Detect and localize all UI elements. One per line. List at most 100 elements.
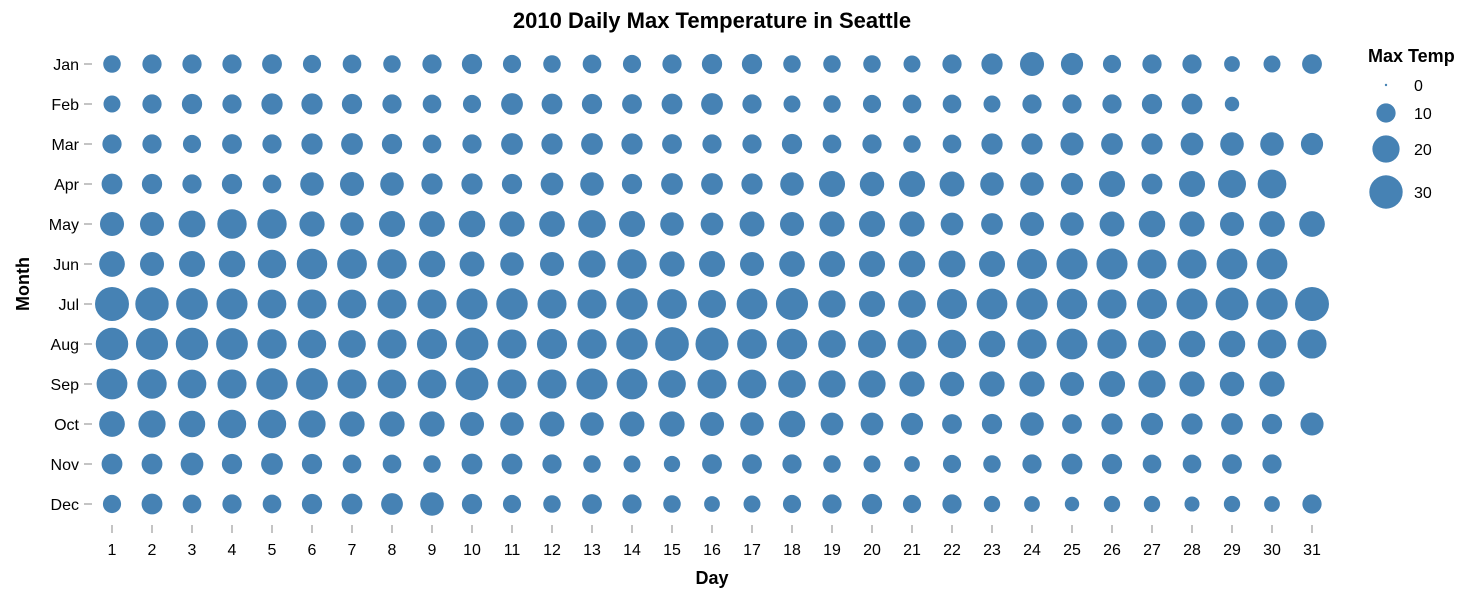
bubble-point — [1263, 55, 1281, 73]
bubble-point — [779, 211, 805, 237]
x-tick-label: 23 — [983, 542, 1001, 559]
bubble-point — [737, 369, 767, 399]
bubble-point — [337, 249, 367, 279]
bubble-point — [936, 288, 968, 320]
y-tick-label: May — [49, 217, 79, 234]
size-legend: Max Temp 0 10 20 30 — [1368, 46, 1455, 209]
bubble-point — [338, 330, 366, 358]
bubble-point — [1262, 454, 1282, 474]
bubble-point — [621, 173, 643, 195]
bubble-point — [301, 453, 323, 475]
bubble-point — [737, 329, 767, 359]
y-tick-label: Aug — [51, 337, 79, 354]
bubble-point — [1141, 173, 1163, 195]
legend-symbol — [1372, 135, 1400, 163]
bubble-point — [1022, 94, 1042, 114]
bubble-point — [381, 493, 403, 515]
bubble-point — [262, 134, 282, 154]
bubble-point — [1181, 93, 1203, 115]
bubble-point — [818, 170, 846, 198]
bubble-point — [939, 371, 965, 397]
bubble-point — [858, 250, 886, 278]
bubble-point — [502, 494, 522, 514]
bubble-point — [539, 211, 565, 237]
bubble-point — [182, 174, 202, 194]
bubble-point — [822, 494, 842, 514]
bubble-point — [578, 210, 606, 238]
bubble-point — [781, 133, 803, 155]
bubble-point — [537, 369, 567, 399]
bubble-point — [99, 251, 125, 277]
bubble-point — [383, 55, 401, 73]
bubble-point — [461, 53, 483, 75]
bubble-point — [621, 133, 643, 155]
bubble-point — [1179, 211, 1205, 237]
bubble-point — [862, 134, 882, 154]
bubble-point — [257, 409, 287, 439]
bubble-point — [420, 492, 444, 516]
legend-label: 30 — [1414, 185, 1432, 202]
bubble-point — [983, 455, 1001, 473]
legend-title: Max Temp — [1368, 46, 1455, 66]
bubble-point — [499, 211, 525, 237]
bubble-point — [96, 368, 128, 400]
bubble-point — [581, 133, 603, 155]
x-tick-label: 17 — [743, 542, 761, 559]
bubble-point — [1142, 54, 1162, 74]
bubble-point — [1101, 413, 1123, 435]
bubble-point — [455, 367, 489, 401]
bubble-point — [818, 330, 846, 358]
bubble-point — [739, 251, 765, 277]
bubble-point — [462, 134, 482, 154]
bubble-point — [421, 173, 443, 195]
bubble-point — [942, 454, 962, 474]
bubble-point — [616, 368, 648, 400]
bubble-point — [1220, 132, 1244, 156]
x-axis-title: Day — [695, 568, 728, 588]
bubble-point — [1295, 287, 1329, 321]
bubble-point — [142, 54, 162, 74]
bubble-point — [539, 411, 565, 437]
bubble-point — [1142, 454, 1162, 474]
bubble-point — [978, 250, 1006, 278]
bubble-point — [501, 173, 523, 195]
bubble-point — [743, 495, 761, 513]
bubble-point — [99, 411, 125, 437]
bubble-point — [102, 494, 122, 514]
bubble-point — [1097, 289, 1127, 319]
bubble-point — [1138, 210, 1166, 238]
legend-label: 10 — [1414, 106, 1432, 123]
bubble-point — [739, 211, 765, 237]
bubble-point — [661, 93, 683, 115]
y-tick-label: Feb — [51, 97, 79, 114]
bubble-point — [858, 330, 886, 358]
bubble-point — [783, 55, 801, 73]
x-tick-label: 1 — [108, 542, 117, 559]
bubble-point — [542, 454, 562, 474]
bubble-point — [1215, 287, 1249, 321]
bubble-point — [582, 494, 602, 514]
bubble-point — [983, 95, 1001, 113]
y-tick-label: Dec — [51, 497, 79, 514]
bubble-point — [341, 133, 363, 155]
bubble-point — [576, 368, 608, 400]
bubble-point — [257, 209, 287, 239]
bubble-point — [299, 211, 325, 237]
bubble-point — [539, 251, 565, 277]
bubble-point — [377, 329, 407, 359]
x-tick-label: 26 — [1103, 542, 1121, 559]
bubble-point — [101, 173, 123, 195]
bubble-point — [861, 493, 883, 515]
bubble-point — [1178, 170, 1206, 198]
bubble-point — [782, 454, 802, 474]
legend-label: 0 — [1414, 78, 1423, 95]
bubble-point — [1024, 496, 1040, 512]
bubble-point — [1101, 453, 1123, 475]
bubble-point — [1137, 249, 1167, 279]
bubble-point — [899, 211, 925, 237]
bubble-point — [1224, 96, 1240, 112]
bubble-point — [938, 250, 966, 278]
bubble-point — [779, 251, 805, 277]
bubble-point — [221, 173, 243, 195]
bubble-point — [1101, 133, 1123, 155]
